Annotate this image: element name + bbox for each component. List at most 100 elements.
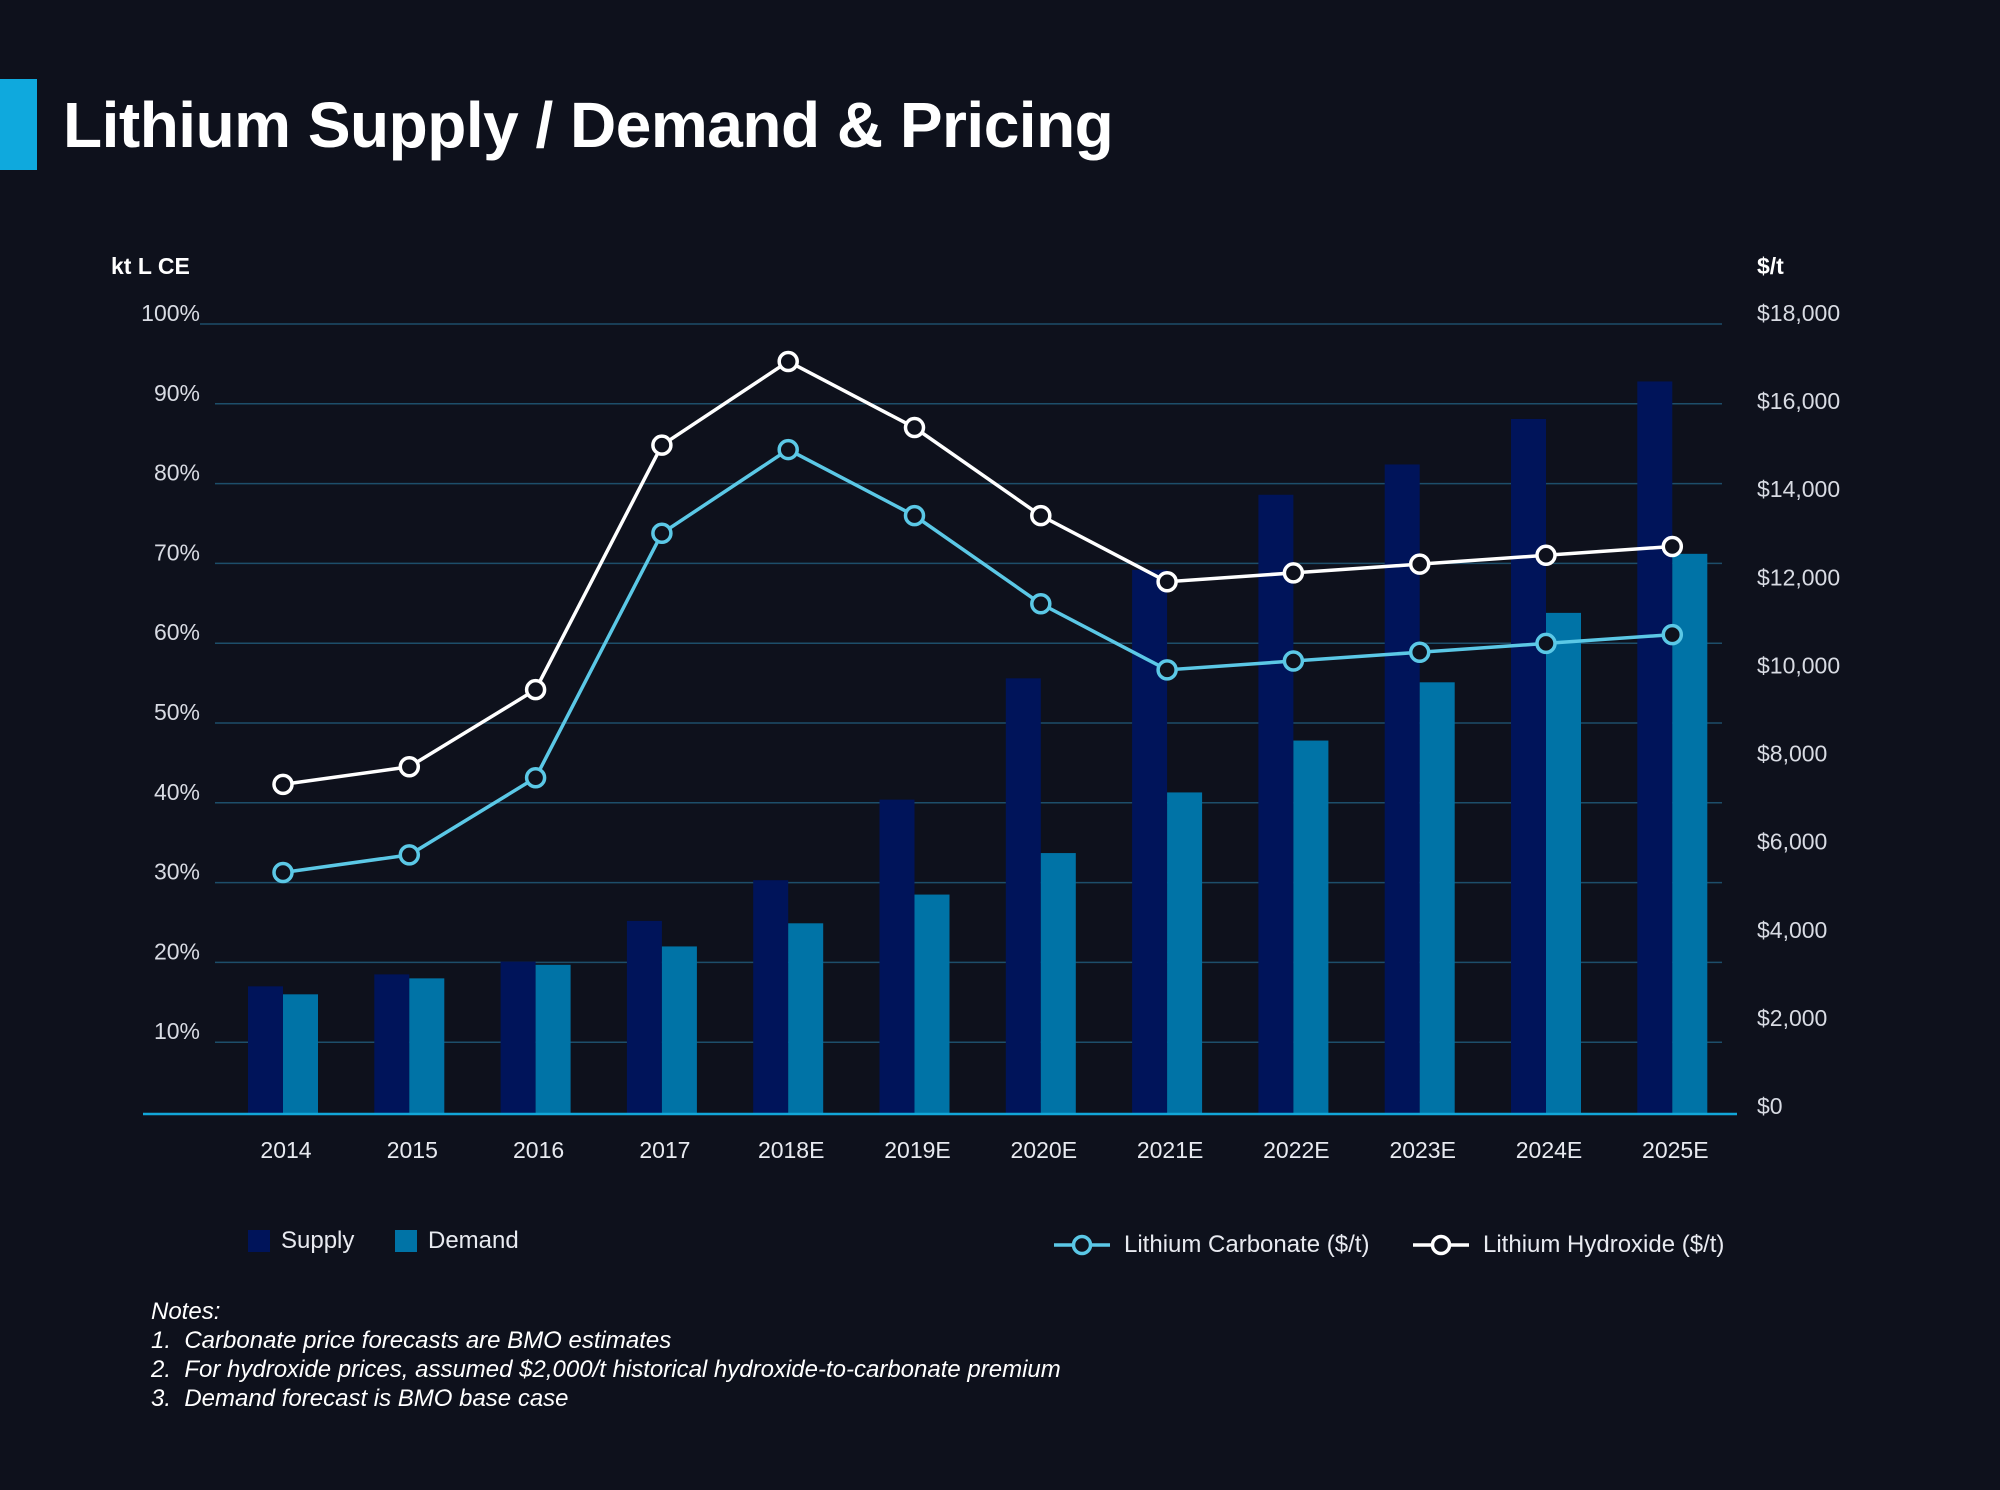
x-tick-label: 2024E (1516, 1137, 1583, 1163)
hydroxide-point (903, 416, 926, 439)
carbonate-point (398, 844, 421, 866)
carbonate-point (777, 438, 799, 461)
supply-bar (879, 799, 915, 1114)
supply-swatch (248, 1230, 270, 1252)
demand-bar (1040, 853, 1076, 1114)
x-tick-label: 2020E (1011, 1137, 1078, 1163)
carbonate-point (1282, 650, 1305, 672)
hydroxide-point (1535, 544, 1557, 567)
carbonate-line-marker-icon (1054, 1234, 1110, 1256)
left-tick-label: 20% (154, 938, 200, 964)
legend-carbonate: Lithium Carbonate ($/t) (1054, 1230, 1369, 1260)
right-tick-label: $0 (1757, 1093, 1783, 1119)
carbonate-point (524, 767, 547, 789)
hydroxide-point (651, 434, 673, 456)
supply-bar (1258, 494, 1294, 1115)
right-tick-label: $8,000 (1757, 741, 1827, 767)
x-tick-label: 2017 (639, 1137, 690, 1163)
x-tick-label: 2025E (1642, 1137, 1709, 1163)
hydroxide-point (1661, 535, 1684, 558)
left-axis-title: kt L CE (111, 253, 190, 279)
right-tick-label: $18,000 (1757, 300, 1840, 326)
carbonate-point (1156, 659, 1178, 681)
hydroxide-point (1408, 553, 1431, 575)
title-accent-bar (0, 79, 37, 170)
left-tick-label: 30% (154, 859, 200, 885)
right-tick-label: $4,000 (1757, 917, 1827, 943)
demand-swatch (395, 1230, 417, 1252)
right-tick-label: $2,000 (1757, 1005, 1827, 1031)
carbonate-point (1030, 593, 1052, 615)
carbonate-point (1535, 632, 1557, 655)
left-tick-label: 60% (154, 619, 200, 645)
note-item: 2. For hydroxide prices, assumed $2,000/… (151, 1356, 1061, 1383)
left-tick-label: 50% (154, 699, 200, 725)
left-tick-label: 80% (154, 460, 200, 486)
demand-bar (1167, 792, 1203, 1114)
notes-heading: Notes: (151, 1298, 221, 1325)
right-tick-label: $14,000 (1757, 476, 1840, 502)
demand-bar (788, 923, 824, 1114)
left-tick-label: 70% (154, 539, 200, 565)
x-tick-label: 2014 (260, 1137, 311, 1163)
hydroxide-line (282, 359, 1673, 787)
left-tick-label: 10% (154, 1018, 200, 1044)
right-tick-label: $16,000 (1757, 388, 1840, 414)
supply-bar (1511, 418, 1546, 1114)
note-item: 1. Carbonate price forecasts are BMO est… (151, 1327, 672, 1354)
legend-supply-label: Supply (281, 1227, 355, 1254)
supply-bar (1005, 678, 1041, 1114)
demand-bar (1293, 740, 1329, 1114)
carbonate-line (282, 447, 1673, 875)
x-tick-label: 2019E (884, 1137, 951, 1163)
demand-bar (1546, 612, 1581, 1114)
supply-bar (248, 986, 283, 1114)
legend-hydroxide-label: Lithium Hydroxide ($/t) (1483, 1231, 1725, 1258)
right-tick-label: $12,000 (1757, 564, 1840, 590)
carbonate-point (272, 861, 294, 884)
carbonate-point (1408, 641, 1431, 663)
legend-hydroxide: Lithium Hydroxide ($/t) (1413, 1230, 1724, 1260)
supply-bar (753, 880, 789, 1114)
carbonate-point (651, 522, 673, 545)
hydroxide-point (1282, 562, 1305, 584)
left-tick-label: 40% (154, 779, 200, 805)
hydroxide-point (272, 773, 294, 796)
x-tick-label: 2022E (1263, 1137, 1330, 1163)
hydroxide-point (1030, 504, 1052, 527)
notes: Notes: 1. Carbonate price forecasts are … (151, 1297, 1061, 1413)
x-tick-label: 2015 (387, 1137, 438, 1163)
x-tick-label: 2018E (758, 1137, 825, 1163)
legend-supply: Supply (248, 1227, 354, 1255)
legend-carbonate-label: Lithium Carbonate ($/t) (1124, 1231, 1370, 1258)
carbonate-point (1661, 623, 1684, 646)
right-axis-title: $/t (1757, 253, 1784, 279)
hydroxide-point (398, 756, 421, 778)
demand-bar (409, 978, 445, 1114)
note-item: 3. Demand forecast is BMO base case (151, 1385, 569, 1412)
supply-bar (374, 974, 410, 1114)
x-tick-label: 2023E (1389, 1137, 1456, 1163)
demand-bar (1419, 682, 1455, 1114)
page-title: Lithium Supply / Demand & Pricing (63, 89, 1114, 161)
carbonate-point (903, 504, 926, 527)
hydroxide-point (1156, 570, 1178, 593)
supply-bar (500, 961, 536, 1114)
legend-demand: Demand (395, 1227, 519, 1255)
demand-bar (535, 964, 571, 1114)
right-tick-label: $6,000 (1757, 829, 1827, 855)
demand-bar (661, 946, 697, 1114)
hydroxide-line-marker-icon (1413, 1234, 1469, 1256)
hydroxide-point (777, 350, 799, 373)
left-tick-label: 100% (141, 300, 200, 326)
hydroxide-point (524, 678, 547, 701)
x-tick-label: 2021E (1137, 1137, 1204, 1163)
legend-demand-label: Demand (428, 1227, 519, 1254)
supply-bar (1132, 569, 1168, 1114)
demand-bar (914, 894, 950, 1114)
supply-bar (1637, 381, 1673, 1114)
x-tick-label: 2016 (513, 1137, 564, 1163)
supply-bar (626, 920, 662, 1114)
demand-bar (1672, 553, 1708, 1114)
